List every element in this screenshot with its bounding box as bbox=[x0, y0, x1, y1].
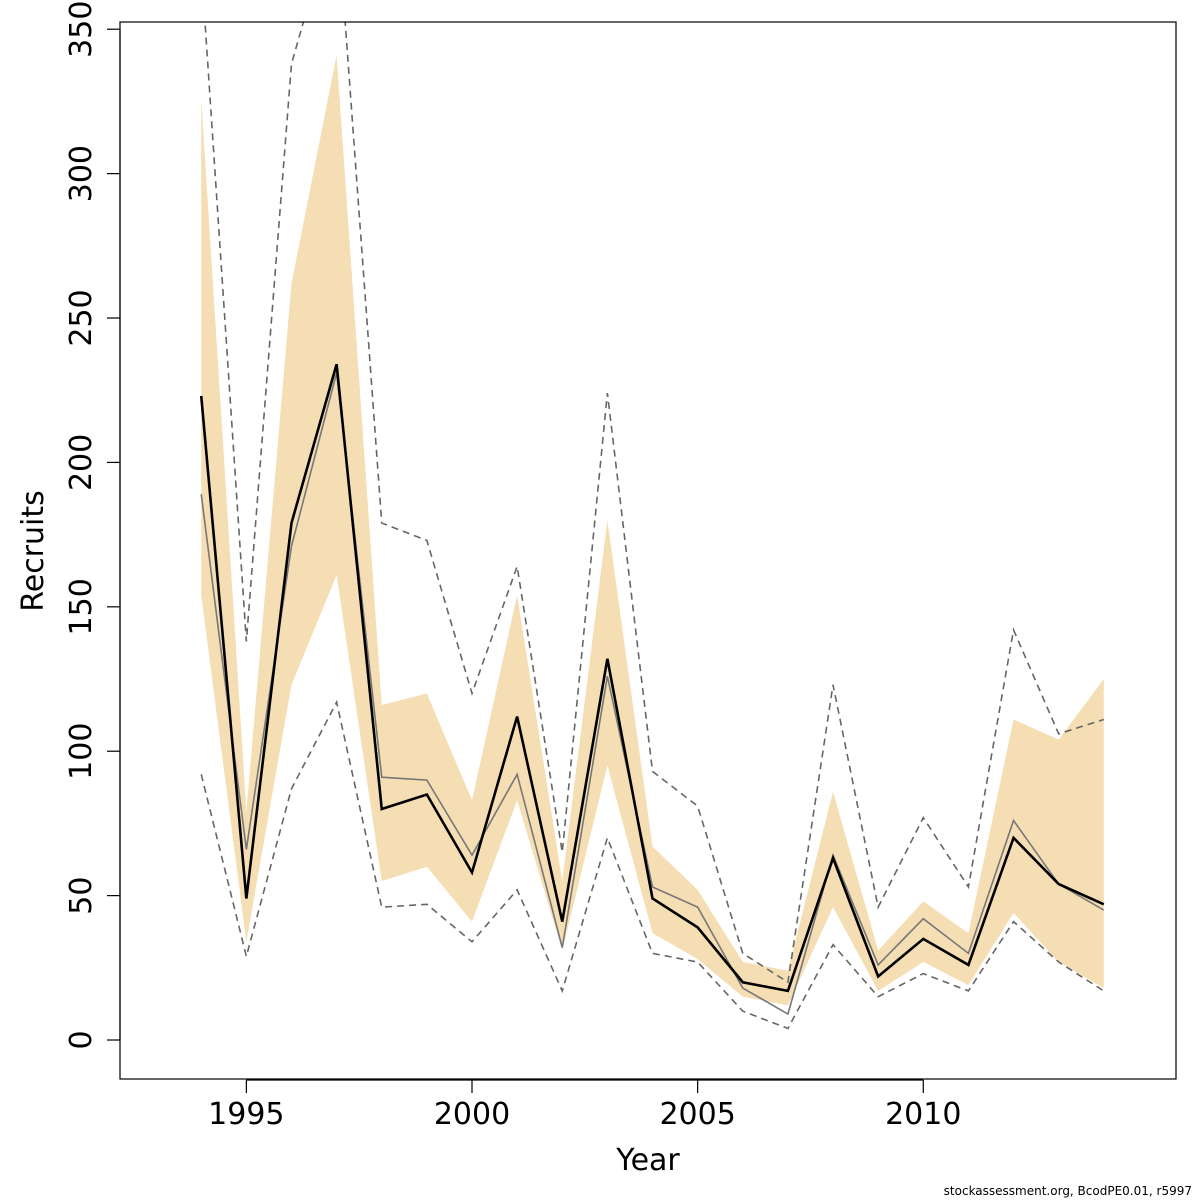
x-tick-label-2010: 2010 bbox=[885, 1097, 961, 1132]
confidence-band bbox=[201, 55, 1104, 1006]
y-tick-label-250: 250 bbox=[64, 289, 99, 346]
y-tick-label-350: 350 bbox=[64, 1, 99, 58]
y-tick-label-0: 0 bbox=[64, 1030, 99, 1049]
y-tick-label-300: 300 bbox=[64, 145, 99, 202]
footer-credit: stockassessment.org, BcodPE0.01, r5997 bbox=[943, 1184, 1192, 1198]
interval-lower-line bbox=[200, 699, 1105, 1030]
x-tick-label-2005: 2005 bbox=[659, 1097, 735, 1132]
axes: 1995 2000 2005 2010 0 50 100 150 200 250 300 350 bbox=[64, 1, 961, 1132]
y-tick-label-200: 200 bbox=[64, 434, 99, 491]
y-tick-label-100: 100 bbox=[64, 723, 99, 780]
y-axis-title: Recruits bbox=[16, 490, 51, 612]
x-tick-label-2000: 2000 bbox=[434, 1097, 510, 1132]
plot-area bbox=[199, 22, 1105, 1030]
y-tick-label-150: 150 bbox=[64, 578, 99, 635]
y-tick-label-50: 50 bbox=[64, 877, 99, 915]
interval-upper-line bbox=[204, 22, 1105, 984]
recruits-estimate-line bbox=[199, 363, 1105, 993]
x-axis-title: Year bbox=[615, 1143, 680, 1178]
x-tick-label-1995: 1995 bbox=[208, 1097, 284, 1132]
